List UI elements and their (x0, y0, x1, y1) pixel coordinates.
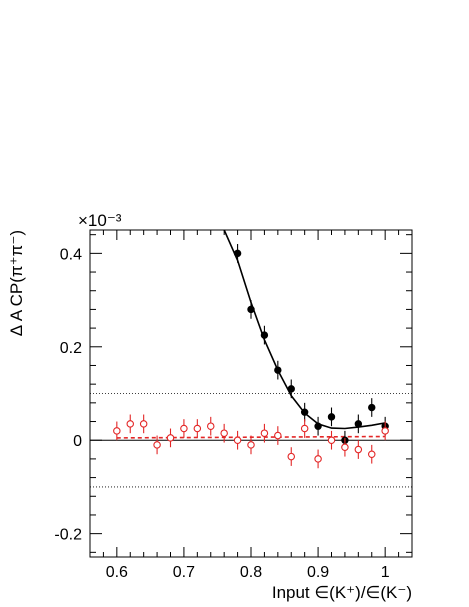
black-data-point (327, 413, 336, 421)
black-data-point (247, 305, 255, 314)
red-data-point (247, 441, 255, 449)
x-tick-label: 0.7 (173, 564, 195, 581)
red-data-point (207, 422, 215, 430)
red-data-point (287, 452, 295, 461)
black-data-point (300, 408, 309, 416)
black-data-point (260, 331, 269, 339)
y-tick-label: 0.4 (60, 246, 82, 263)
black-data-point (287, 385, 295, 393)
x-tick-label: 0.9 (307, 564, 329, 581)
red-data-point (341, 443, 349, 451)
x-tick-label: 1 (381, 564, 390, 581)
black-data-point (368, 403, 376, 412)
tick-labels: 0.6 0.7 0.8 0.9 1 -0.2 0 0.2 0.4 (54, 246, 389, 581)
red-data-point (300, 424, 309, 433)
red-data-point (193, 424, 202, 433)
axis-ticks (89, 230, 413, 557)
red-data-point (180, 424, 188, 433)
fit-curves (116, 230, 386, 439)
x-tick-label: 0.6 (106, 564, 128, 581)
red-data-point (260, 429, 269, 437)
red-data-point (381, 427, 389, 435)
black-data-point (233, 249, 242, 258)
red-data-point (327, 436, 336, 444)
red-data-point (166, 434, 175, 442)
red-data-point (126, 420, 135, 428)
red-data-point (367, 450, 376, 458)
y-tick-label: 0 (73, 433, 82, 450)
y-axis-label: Δ A CP(π⁺π⁻) (7, 230, 26, 336)
x-tick-label: 0.8 (240, 564, 262, 581)
black-fit-curve (223, 230, 386, 430)
black-data-point (354, 420, 363, 428)
red-data-point (113, 427, 121, 435)
red-data-point (233, 436, 242, 444)
y-tick-label: 0.2 (60, 340, 82, 357)
data-points (113, 244, 389, 469)
y-axis-multiplier: ×10⁻³ (78, 211, 122, 230)
red-data-point (153, 441, 161, 449)
black-data-point (314, 422, 322, 430)
red-data-point (314, 455, 322, 463)
red-data-point (139, 420, 148, 428)
red-data-point (220, 429, 228, 437)
red-data-point (354, 445, 363, 454)
x-axis-label: Input ∈(K⁺)/∈(K⁻) (272, 583, 412, 602)
red-data-point (274, 431, 282, 440)
y-tick-label: -0.2 (54, 527, 82, 544)
black-data-point (274, 366, 282, 374)
